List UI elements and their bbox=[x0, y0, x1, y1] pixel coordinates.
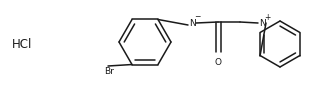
Text: +: + bbox=[264, 12, 270, 21]
Text: −: − bbox=[194, 12, 200, 21]
Text: N: N bbox=[259, 18, 266, 27]
Text: O: O bbox=[215, 58, 222, 67]
Text: N: N bbox=[189, 18, 195, 27]
Text: Br: Br bbox=[104, 67, 114, 76]
Text: HCl: HCl bbox=[12, 37, 32, 51]
